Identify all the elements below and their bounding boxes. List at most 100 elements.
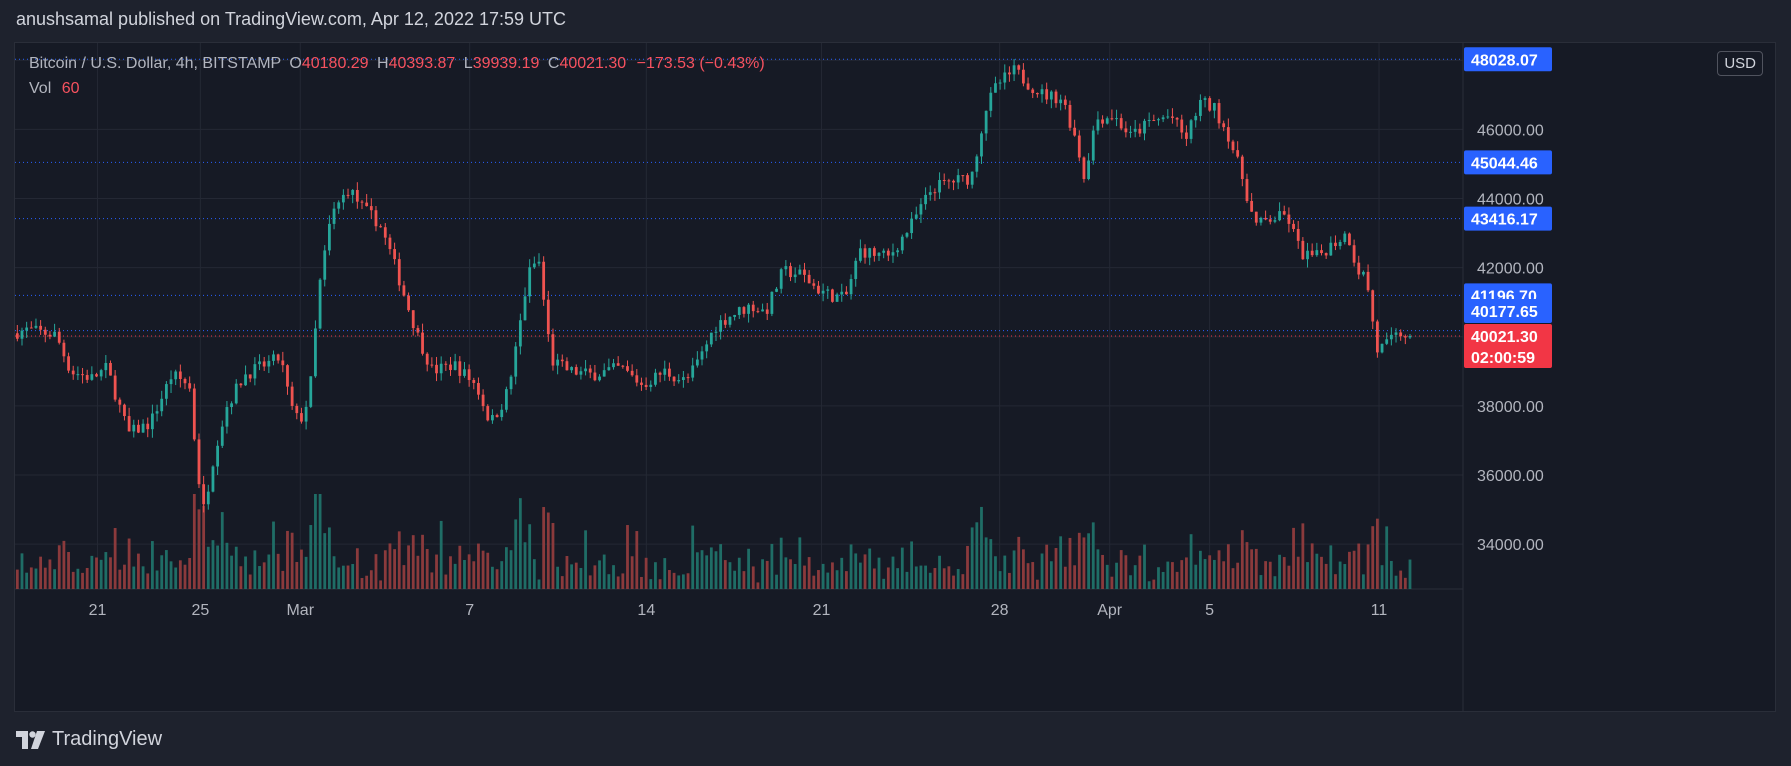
- grid-lines: [15, 43, 1464, 711]
- volume-bar: [104, 552, 108, 589]
- time-axis[interactable]: 21 25 Mar 7 14 21 28 Apr 5 11: [89, 602, 1388, 619]
- candle-body: [1143, 120, 1146, 134]
- volume-bar: [751, 566, 755, 589]
- volume-bar: [956, 569, 960, 589]
- vol-label[interactable]: Vol: [29, 80, 52, 97]
- currency-button[interactable]: USD: [1717, 51, 1763, 76]
- volume-bar: [1171, 562, 1174, 589]
- candle-body: [751, 304, 755, 312]
- candle-body: [230, 403, 233, 408]
- candle-body: [1133, 128, 1137, 132]
- volume-bar: [728, 562, 732, 589]
- volume-bar: [654, 562, 657, 589]
- candle-body: [435, 364, 438, 374]
- change-value: −173.53 (−0.43%): [636, 55, 765, 72]
- volume-bar: [868, 548, 872, 589]
- volume-bar: [616, 576, 620, 589]
- volume-bar: [481, 550, 485, 589]
- candle-body: [234, 383, 238, 404]
- volume-bar: [532, 559, 536, 589]
- volume-bar: [444, 574, 448, 589]
- candle-body: [453, 361, 457, 371]
- volume-bar: [756, 582, 760, 589]
- candle-body: [984, 110, 988, 134]
- volume-bar: [691, 525, 695, 589]
- candle-body: [570, 367, 573, 371]
- volume-bar: [393, 549, 397, 589]
- volume-bar: [635, 531, 639, 589]
- volume-bar: [523, 542, 527, 589]
- volume-bar: [933, 568, 937, 589]
- volume-bar: [281, 570, 285, 589]
- candle-body: [723, 320, 727, 325]
- close-label: C: [547, 55, 560, 72]
- volume-bar: [388, 543, 392, 589]
- footer-brand-text[interactable]: TradingView: [52, 728, 163, 750]
- candle-body: [686, 377, 690, 379]
- volume-bar: [1129, 575, 1132, 589]
- volume-bar: [500, 561, 504, 589]
- volume-bar: [1250, 549, 1254, 589]
- candle-body: [733, 314, 737, 317]
- volume-bar: [714, 551, 718, 589]
- y-tick-label: 44000.00: [1477, 192, 1544, 209]
- volume-bar: [43, 567, 47, 589]
- candle-body: [1008, 72, 1011, 75]
- candle-body: [1175, 117, 1179, 120]
- volume-bar: [770, 543, 774, 589]
- volume-bar: [123, 564, 126, 589]
- volume-bar: [29, 567, 33, 589]
- candle-body: [1259, 217, 1263, 223]
- candle-body: [998, 82, 1002, 84]
- volume-bar: [351, 564, 355, 589]
- volume-bar: [1338, 561, 1342, 589]
- symbol-info[interactable]: Bitcoin / U.S. Dollar, 4h, BITSTAMP: [29, 55, 281, 72]
- candle-body: [220, 426, 224, 446]
- candle-body: [467, 369, 471, 381]
- candle-body: [1250, 200, 1254, 212]
- candle-body: [1166, 116, 1170, 118]
- candle-body: [919, 204, 923, 215]
- volume-bar: [1119, 550, 1123, 589]
- candle-body: [281, 360, 285, 366]
- volume-bar: [970, 527, 974, 589]
- volume-bar: [109, 557, 112, 589]
- candle-body: [654, 372, 657, 385]
- volume-bar: [1096, 549, 1100, 589]
- candle-body: [1082, 157, 1086, 179]
- volume-bar: [1194, 564, 1198, 589]
- candle-body: [1357, 262, 1361, 275]
- volume-bar: [230, 555, 233, 589]
- volume-bar: [421, 534, 424, 589]
- candle-body: [966, 175, 969, 185]
- candle-body: [896, 250, 900, 253]
- candlestick-chart[interactable]: 34000.0036000.0038000.0040000.0042000.00…: [15, 43, 1775, 711]
- volume-bar: [262, 562, 266, 589]
- high-label: H: [377, 55, 389, 72]
- volume-bar: [980, 506, 983, 589]
- candle-body: [1287, 214, 1291, 224]
- candle-body: [113, 375, 117, 400]
- candle-body: [486, 406, 490, 421]
- candle-body: [1348, 233, 1351, 246]
- candle-body: [705, 344, 709, 352]
- volume-bar: [25, 572, 29, 589]
- candle-body: [1362, 271, 1365, 275]
- candle-body: [99, 370, 103, 377]
- candle-body: [81, 374, 84, 376]
- candle-body: [127, 416, 131, 432]
- candle-body: [1212, 103, 1216, 111]
- x-tick-label: 25: [191, 602, 209, 619]
- volume-bar: [397, 531, 401, 589]
- candle-body: [1110, 118, 1114, 120]
- volume-bar: [248, 574, 252, 589]
- volume-bar: [905, 571, 909, 589]
- candle-body: [621, 365, 625, 367]
- candle-body: [700, 351, 704, 360]
- candle-body: [1189, 120, 1193, 139]
- x-tick-label: Apr: [1097, 602, 1123, 619]
- volume-bar: [1049, 561, 1053, 589]
- candle-body: [1063, 99, 1067, 105]
- volume-bar: [151, 541, 154, 589]
- volume-bar: [1366, 544, 1370, 589]
